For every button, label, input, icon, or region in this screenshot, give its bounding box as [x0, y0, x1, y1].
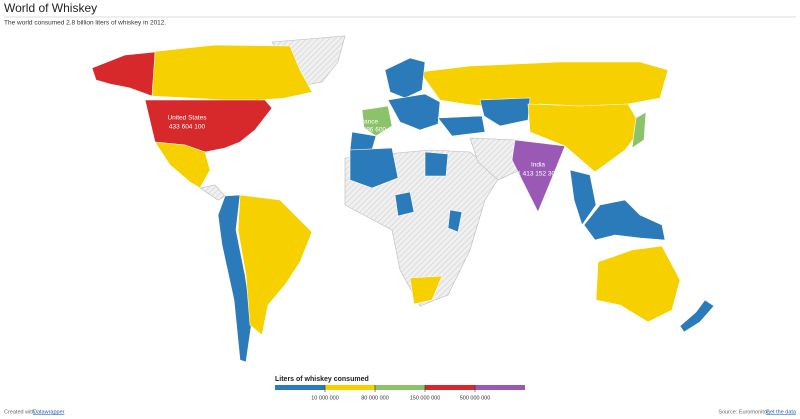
legend-swatch [425, 385, 475, 390]
legend-tick-label: 150 000 000 [410, 395, 441, 401]
source: Source: Euromonitor, [718, 409, 770, 415]
annotations: United States 433 604 100 France 148 486… [167, 115, 559, 178]
title: World of Whiskey [4, 1, 97, 15]
turkey [437, 115, 486, 137]
legend-swatch [275, 385, 325, 390]
canada [149, 44, 313, 101]
legend-title: Liters of whiskey consumed [275, 376, 369, 383]
west-south-america [217, 194, 253, 363]
nigeria [394, 191, 415, 217]
middle-east [469, 137, 521, 181]
japan [631, 111, 647, 149]
legend-tick-label: 500 000 000 [460, 395, 491, 401]
mexico [154, 141, 211, 189]
egypt [424, 151, 449, 177]
indonesia [583, 199, 666, 241]
central-europe [387, 93, 441, 131]
data-link[interactable]: Get the data [766, 409, 797, 415]
annotation-name: United States [167, 115, 207, 122]
brazil-argentina [237, 194, 313, 336]
annotation-name: France [358, 119, 379, 126]
legend: Liters of whiskey consumed 10 000 000 80 … [275, 376, 525, 401]
central-america [199, 184, 226, 201]
kenya [447, 209, 463, 233]
south-africa [409, 275, 443, 305]
russia [419, 61, 669, 109]
france [361, 105, 393, 137]
africa [344, 149, 501, 307]
legend-swatch [325, 385, 375, 390]
annotation-value: 148 486 600 [350, 127, 387, 134]
credit-link[interactable]: Datawrapper [33, 409, 65, 415]
iberia [349, 131, 377, 151]
se-asia [569, 169, 597, 226]
china [527, 103, 643, 173]
new-zealand [679, 299, 715, 333]
credit: Created with [4, 409, 35, 415]
annotation-value: 433 604 100 [169, 124, 206, 131]
world-map [91, 35, 715, 363]
legend-swatch [475, 385, 525, 390]
annotation-value: 1 413 152 300 [517, 171, 559, 178]
north-africa-west [349, 147, 399, 189]
legend-swatch [375, 385, 425, 390]
subtitle: The world consumed 2.8 billion liters of… [4, 20, 166, 27]
annotation-name: India [531, 162, 545, 169]
legend-tick-label: 10 000 000 [311, 395, 339, 401]
australia [595, 245, 681, 323]
central-asia [479, 97, 531, 127]
alaska [91, 51, 156, 97]
scandinavia [384, 57, 426, 99]
legend-tick-label: 80 000 000 [361, 395, 389, 401]
